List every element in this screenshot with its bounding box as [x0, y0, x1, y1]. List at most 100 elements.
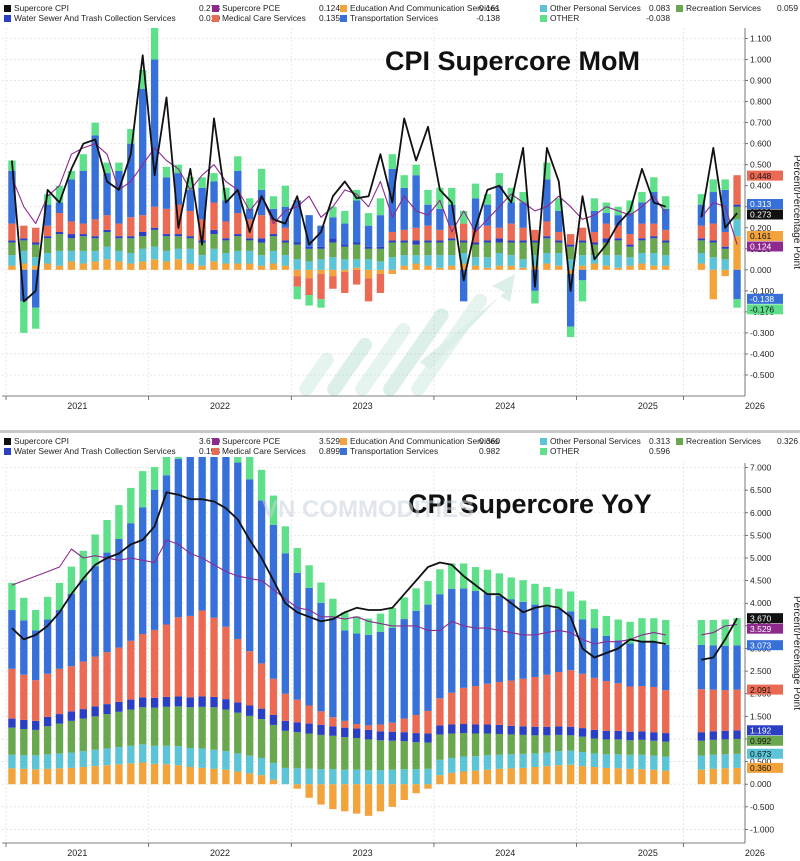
bar-segment-other	[269, 196, 278, 209]
y-tick-label: 2.500	[750, 666, 772, 676]
bar-segment-education	[127, 263, 135, 270]
bar-segment-recreation	[578, 736, 587, 753]
bar-segment-other	[376, 613, 385, 632]
bar-segment-other	[341, 210, 349, 224]
bar-segment-recreation	[424, 242, 432, 256]
value-label-box	[747, 241, 783, 252]
bar-segment-other_personal	[578, 255, 587, 266]
bar-segment-transportation	[222, 200, 230, 222]
bar-segment-other	[483, 569, 492, 594]
bar-segment-water_sewer	[127, 236, 135, 239]
bar-segment-other	[210, 173, 218, 182]
line-supercore-cpi	[11, 491, 738, 661]
bar-segment-medical	[602, 223, 610, 239]
bar-segment-medical	[364, 278, 373, 302]
bar-segment-medical	[103, 652, 111, 705]
bar-segment-medical	[32, 680, 40, 721]
bar-segment-water_sewer	[531, 240, 539, 243]
bar-segment-other	[103, 162, 111, 174]
bar-segment-education	[412, 263, 420, 270]
value-label-box	[747, 748, 783, 759]
bar-segment-transportation	[162, 177, 171, 209]
legend-label: Medical Care Services	[222, 13, 306, 23]
bar-segment-other	[79, 550, 87, 581]
bar-segment-transportation	[519, 202, 527, 228]
bar-segment-education	[709, 768, 717, 785]
bar-segment-medical	[388, 722, 397, 732]
bar-segment-water_sewer	[543, 726, 551, 736]
bar-segment-recreation	[257, 719, 266, 758]
bar-segment-medical	[32, 227, 40, 243]
bar-segment-other_personal	[733, 219, 741, 237]
bar-segment-transportation	[555, 210, 563, 232]
bar-segment-recreation	[388, 740, 397, 770]
bar-segment-other	[531, 290, 539, 304]
bar-segment-medical	[650, 223, 658, 237]
bar-segment-other_personal	[79, 250, 87, 264]
bar-segment-other_personal	[507, 255, 515, 266]
bar-segment-education	[293, 269, 301, 277]
bar-segment-education	[150, 763, 159, 785]
bar-segment-transportation	[198, 187, 206, 220]
bar-segment-water_sewer	[341, 727, 349, 738]
bar-segment-recreation	[448, 733, 456, 758]
bar-segment-other	[721, 179, 729, 190]
bar-segment-other_personal	[67, 250, 76, 262]
legend-mom: Supercore CPI 0.273 Supercore PCE 0.124 Educ…	[0, 0, 800, 24]
bar-segment-recreation	[638, 739, 646, 755]
bar-segment-other_personal	[329, 769, 337, 785]
bar-segment-other_personal	[67, 752, 76, 768]
bar-segment-transportation	[281, 553, 290, 694]
bar-segment-education	[578, 265, 587, 270]
bar-segment-other_personal	[91, 749, 99, 767]
legend-value: 0.010	[199, 13, 220, 23]
bar-segment-water_sewer	[8, 718, 16, 728]
bar-segment-other	[305, 565, 313, 588]
bar-segment-education	[305, 269, 313, 279]
value-label-text: 0.273	[750, 210, 772, 220]
bar-segment-medical	[91, 219, 99, 237]
bar-segment-water_sewer	[555, 726, 563, 735]
legend-value: 0.326	[777, 436, 798, 446]
bar-segment-recreation	[269, 236, 278, 251]
value-label: 3.073	[747, 640, 783, 650]
bar-segment-transportation	[566, 611, 575, 671]
legend-value: 0.135	[319, 13, 340, 23]
legend-swatch	[540, 448, 547, 455]
bar-segment-water_sewer	[210, 696, 218, 708]
legend-value: 0.059	[777, 3, 798, 13]
bar-segment-medical	[662, 229, 670, 241]
bar-segment-other_personal	[257, 757, 266, 776]
bar-segment-transportation	[186, 457, 194, 616]
value-label-text: 2.091	[750, 685, 772, 695]
bar-segment-water_sewer	[388, 731, 397, 741]
bar-segment-water_sewer	[20, 238, 28, 241]
bar-segment-other_personal	[495, 754, 503, 769]
x-tick-label: 2023	[353, 401, 373, 411]
bar-segment-medical	[471, 686, 480, 725]
legend-value: 0.161	[479, 3, 500, 13]
bar-segment-recreation	[555, 242, 563, 254]
bar-segment-transportation	[341, 630, 349, 721]
bar-segment-water_sewer	[257, 708, 266, 720]
bar-segment-other_personal	[210, 749, 218, 769]
bar-segment-education	[293, 784, 301, 789]
bar-segment-other	[43, 194, 52, 205]
value-label-text: -0.138	[750, 294, 774, 304]
bar-segment-other	[115, 505, 123, 539]
bar-segment-medical	[388, 231, 397, 241]
bar-segment-recreation	[186, 238, 194, 249]
y-tick-label: 1.500	[750, 711, 772, 721]
bar-segment-education	[555, 765, 563, 785]
bar-segment-other	[638, 618, 646, 641]
bar-segment-other_personal	[543, 752, 551, 767]
value-label-text: 0.124	[750, 242, 772, 252]
bar-segment-water_sewer	[471, 724, 480, 734]
bar-segment-other_personal	[257, 255, 266, 266]
bar-segment-medical	[67, 666, 76, 712]
bar-segment-education	[483, 267, 492, 270]
bar-segment-education	[638, 769, 646, 785]
value-label-box	[747, 230, 783, 241]
bar-segment-recreation	[55, 234, 64, 251]
bar-segment-transportation	[614, 640, 622, 684]
